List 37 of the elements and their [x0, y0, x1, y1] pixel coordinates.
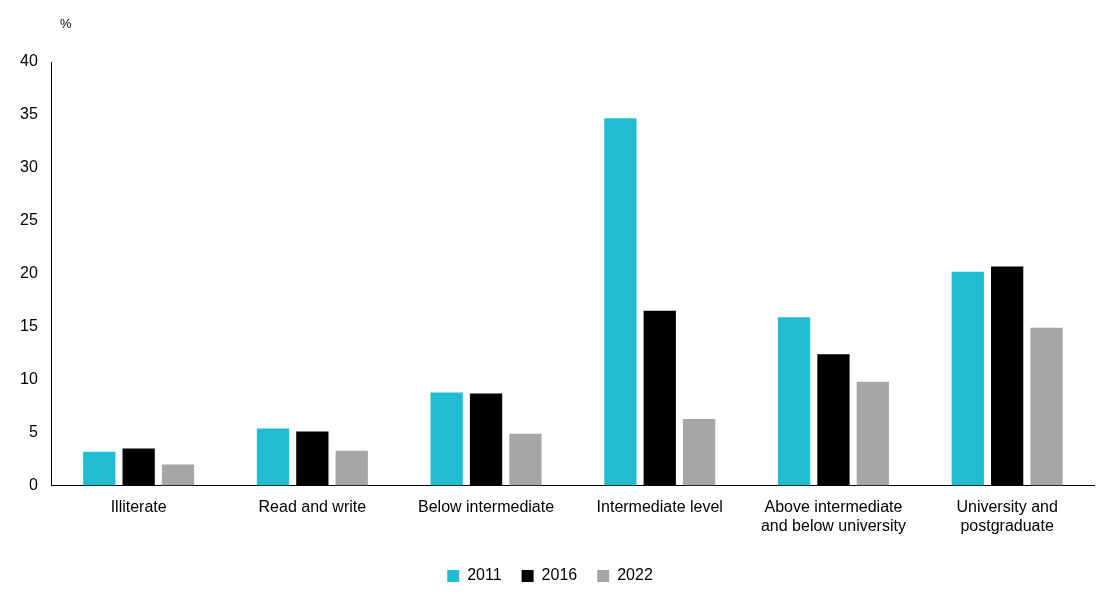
y-tick-label: 0	[28, 476, 38, 494]
bar	[951, 271, 984, 486]
bar	[469, 393, 503, 486]
y-tick-label: 10	[20, 370, 38, 388]
bar	[1030, 327, 1063, 486]
x-tick-label: Below intermediate	[418, 497, 555, 515]
bar	[161, 464, 195, 486]
x-tick-label: Illiterate	[110, 497, 167, 515]
bar	[604, 118, 637, 486]
bar	[777, 317, 811, 486]
bar	[856, 381, 889, 486]
bar	[335, 450, 368, 486]
y-tick-label: 20	[20, 264, 38, 282]
legend-label: 2011	[467, 566, 502, 584]
y-tick-label: 30	[20, 158, 38, 176]
legend-label: 2016	[541, 566, 578, 584]
y-tick-label: 35	[20, 105, 38, 123]
bar	[509, 433, 542, 486]
bar	[682, 418, 716, 486]
legend-label: 2022	[617, 566, 653, 584]
y-tick-label: 40	[20, 52, 38, 70]
bar	[83, 451, 116, 486]
y-tick-label: 15	[20, 317, 38, 335]
y-tick-label: 25	[20, 211, 38, 229]
bar	[296, 431, 329, 486]
x-tick-label: Above intermediate and below university	[760, 497, 906, 534]
bar	[430, 392, 463, 486]
x-tick-label: Intermediate level	[596, 497, 723, 515]
bar	[991, 266, 1024, 486]
bar	[817, 354, 850, 486]
bar	[256, 428, 290, 486]
y-tick-label: 5	[28, 423, 38, 441]
bar	[122, 448, 155, 486]
bar	[643, 310, 676, 486]
y-axis-title: %	[60, 15, 72, 31]
x-tick-label: University and postgraduate	[956, 497, 1058, 534]
x-tick-label: Read and write	[258, 497, 367, 515]
